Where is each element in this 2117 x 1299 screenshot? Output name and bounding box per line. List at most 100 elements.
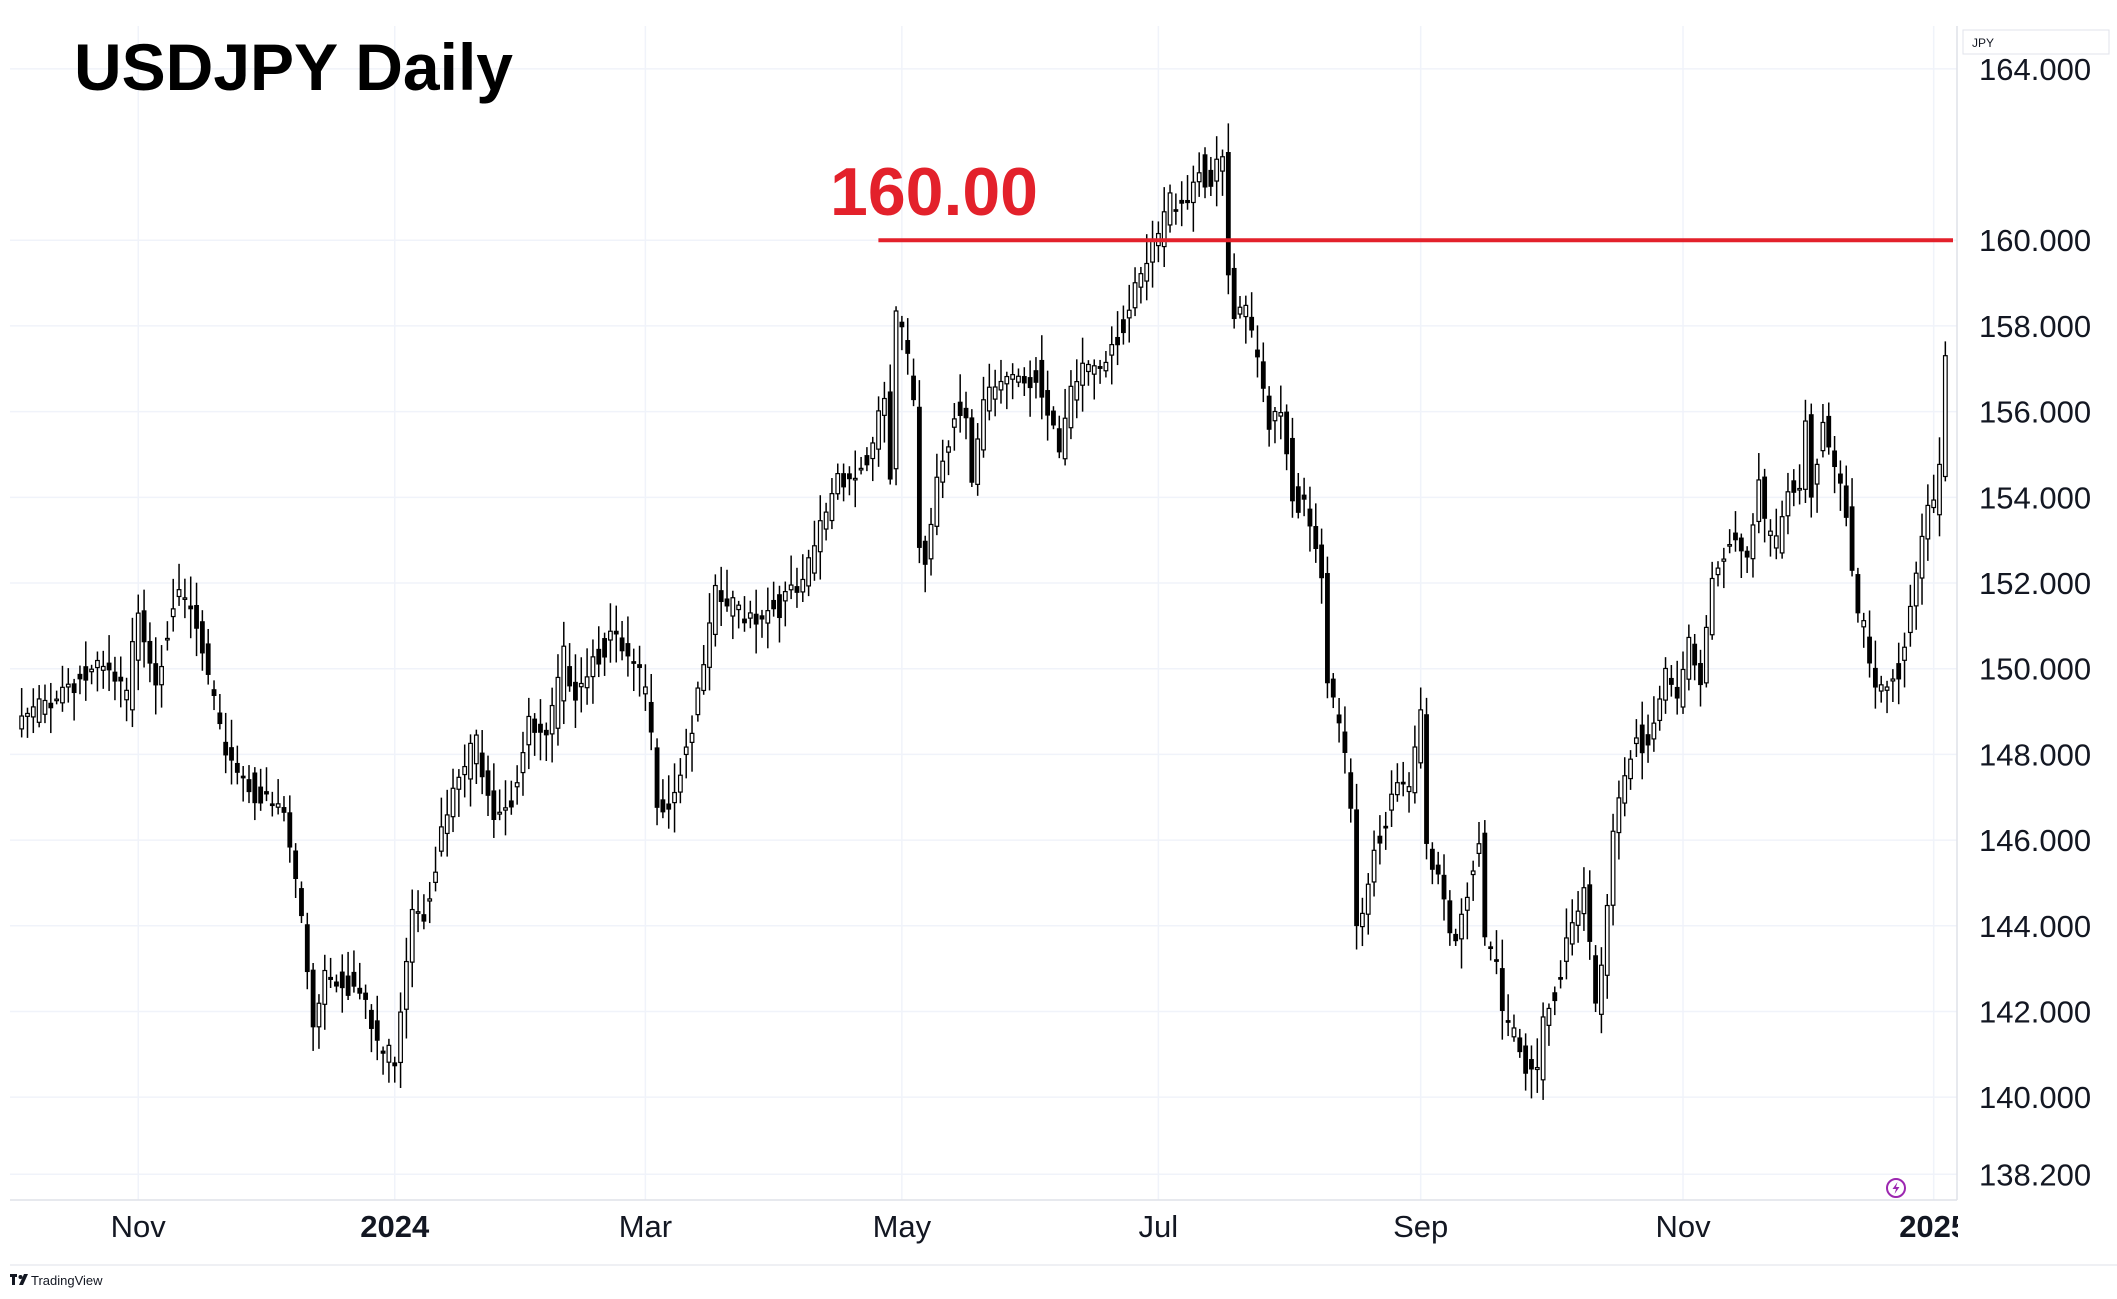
candle-body — [351, 971, 357, 987]
candle-body — [328, 976, 334, 980]
candle-body — [1365, 883, 1371, 915]
candle-body — [887, 391, 893, 480]
x-tick-label: Mar — [619, 1209, 672, 1244]
candle — [1826, 402, 1832, 455]
candle-body — [1418, 709, 1424, 764]
candle-body — [1505, 1020, 1511, 1023]
candle-body — [205, 643, 211, 675]
candle-body — [1330, 678, 1336, 698]
candle-body — [724, 598, 730, 607]
candle — [415, 890, 421, 933]
candle-body — [1016, 375, 1021, 383]
candle — [608, 603, 613, 663]
candle — [1925, 484, 1931, 561]
candle — [433, 846, 438, 892]
candle — [54, 690, 60, 705]
y-tick-label: 144.000 — [1979, 909, 2091, 944]
candle — [876, 396, 881, 467]
candle-body — [1109, 344, 1115, 356]
candle-body — [491, 790, 497, 820]
candle-body — [806, 557, 812, 587]
candle — [1587, 870, 1593, 960]
candle-body — [503, 807, 508, 811]
candle — [159, 645, 164, 708]
candle — [48, 682, 54, 734]
candle — [1686, 624, 1692, 691]
candle — [1546, 1003, 1552, 1046]
candle — [777, 585, 782, 643]
candle-body — [1657, 698, 1663, 722]
candle-body — [240, 775, 246, 779]
candle-body — [1429, 848, 1435, 870]
candle-body — [1208, 169, 1214, 187]
candle-body — [1033, 370, 1039, 383]
candle — [1365, 873, 1371, 935]
candle — [1400, 761, 1406, 797]
candle-body — [561, 645, 567, 702]
x-tick-label: 2025 — [1899, 1209, 1968, 1244]
candle — [269, 791, 275, 817]
candle — [986, 363, 992, 421]
candle-body — [497, 811, 503, 815]
candle — [164, 621, 170, 651]
candle — [1464, 882, 1470, 940]
candle — [899, 315, 905, 351]
candle — [60, 665, 65, 712]
candle-body — [1715, 567, 1721, 576]
candle-body — [310, 969, 316, 1028]
x-tick-label: Nov — [111, 1209, 167, 1244]
candle — [1185, 175, 1190, 210]
candle — [782, 581, 788, 627]
candle-body — [199, 621, 205, 654]
candle-body — [555, 676, 561, 729]
candle — [940, 439, 946, 499]
candle — [1733, 511, 1738, 552]
candle — [1610, 813, 1616, 926]
candle — [339, 954, 345, 1013]
candle-body — [1878, 684, 1884, 692]
candle-body — [1126, 309, 1132, 319]
candle — [1290, 417, 1295, 518]
candle-body — [928, 523, 934, 560]
candle-body — [147, 640, 153, 664]
candle-body — [1931, 499, 1937, 509]
candle-body — [637, 664, 642, 668]
candle — [1919, 513, 1925, 605]
candle — [1744, 546, 1750, 573]
candle — [1470, 860, 1476, 901]
candle — [578, 657, 584, 713]
candle-body — [677, 774, 683, 793]
candle-body — [1249, 316, 1255, 331]
candle — [1814, 458, 1820, 513]
candle — [485, 755, 491, 817]
candle-body — [1173, 209, 1179, 212]
candle-body — [1097, 366, 1103, 369]
candle-body — [118, 676, 124, 682]
tradingview-logo-icon[interactable] — [10, 1274, 28, 1285]
candle — [1838, 460, 1843, 511]
candle — [188, 576, 194, 639]
candle — [1051, 406, 1056, 430]
candle — [1738, 533, 1744, 578]
candle-body — [217, 712, 223, 725]
candle-body — [753, 613, 759, 625]
candle — [147, 622, 153, 683]
candle — [1494, 930, 1499, 975]
candle-body — [1826, 415, 1832, 448]
lightning-icon[interactable] — [1886, 1178, 1906, 1198]
candle — [1325, 556, 1330, 699]
candle — [561, 621, 567, 725]
candle — [975, 423, 981, 496]
candle — [642, 664, 648, 711]
candle-body — [1843, 485, 1849, 518]
candle-body — [584, 676, 590, 689]
candle — [852, 450, 858, 508]
candle — [806, 549, 812, 597]
y-tick-label: 164.000 — [1979, 52, 2091, 87]
candle-body — [1564, 937, 1569, 962]
candle-body — [1482, 832, 1488, 938]
candle-body — [712, 584, 718, 636]
candle — [1126, 284, 1132, 343]
candle — [322, 954, 328, 1030]
candle-body — [747, 612, 753, 619]
